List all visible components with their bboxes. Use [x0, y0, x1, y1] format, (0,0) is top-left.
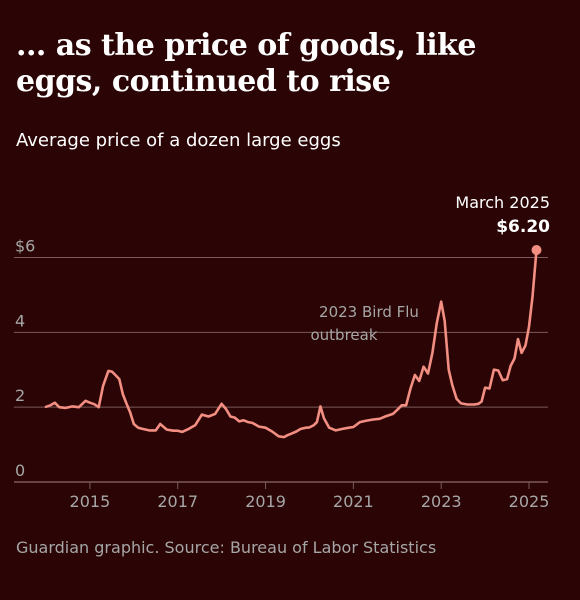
x-tick-label-2017: 2017 [157, 492, 198, 511]
latest-value-label: $6.20 [496, 217, 550, 237]
bird-flu-annotation-line-2: outbreak [310, 326, 377, 344]
latest-value-point [531, 245, 542, 255]
latest-date-label: March 2025 [455, 193, 550, 212]
x-tick-label-2021: 2021 [333, 492, 374, 511]
chart-subtitle: Average price of a dozen large eggs [16, 130, 341, 151]
x-tick-label-2019: 2019 [245, 492, 286, 511]
x-tick-label-2015: 2015 [70, 492, 111, 511]
y-tick-label-6: $6 [15, 236, 35, 255]
y-tick-label-4: 4 [15, 311, 25, 330]
bird-flu-annotation-line-1: 2023 Bird Flu [319, 303, 419, 321]
x-axis-ticks: 2015 2017 2019 2021 2023 2025 [70, 482, 550, 511]
y-tick-label-2: 2 [15, 386, 25, 405]
x-tick-label-2025: 2025 [509, 492, 550, 511]
source-note: Guardian graphic. Source: Bureau of Labo… [16, 538, 437, 557]
x-tick-label-2023: 2023 [421, 492, 462, 511]
egg-price-line [44, 248, 538, 439]
bird-flu-annotation: 2023 Bird Flu outbreak [310, 303, 418, 344]
y-tick-label-0: 0 [15, 461, 25, 480]
latest-value-annotation: March 2025 $6.20 [455, 193, 550, 237]
chart-title: ... as the price of goods, like eggs, co… [16, 28, 477, 99]
grid-layer: 0 2 4 $6 [14, 236, 548, 483]
